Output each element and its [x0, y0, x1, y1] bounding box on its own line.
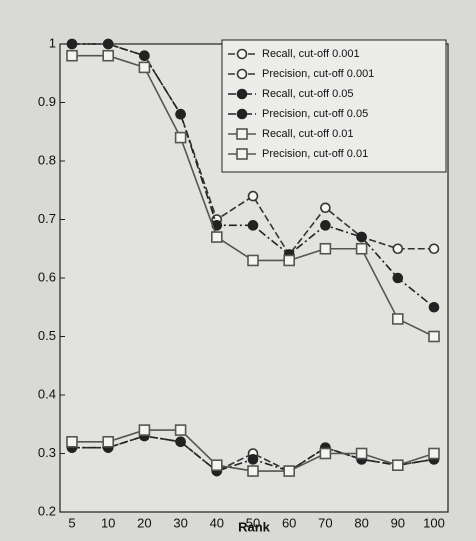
marker [211, 459, 223, 472]
marker [175, 436, 186, 448]
marker [175, 108, 186, 120]
marker [283, 254, 296, 267]
marker [236, 88, 248, 100]
marker [247, 190, 259, 202]
marker [247, 254, 259, 267]
legend-label: Recall, cut-off 0.01 [262, 128, 354, 140]
y-tick-label: 0.4 [38, 386, 56, 401]
marker [247, 454, 259, 465]
marker [138, 61, 151, 74]
marker [236, 108, 248, 120]
y-tick-label: 0.2 [38, 503, 56, 518]
marker [319, 242, 332, 255]
marker [102, 38, 114, 50]
legend-label: Recall, cut-off 0.001 [262, 48, 360, 60]
x-tick-label: 10 [101, 515, 115, 530]
marker [102, 49, 114, 62]
marker [66, 435, 78, 448]
y-tick-label: 1 [49, 35, 56, 50]
x-tick-label: 100 [423, 515, 445, 530]
y-tick-label: 0.7 [38, 211, 56, 226]
marker [247, 220, 259, 231]
marker [392, 272, 404, 284]
y-tick-label: 0.5 [38, 328, 56, 343]
legend-box [221, 39, 447, 173]
marker [391, 313, 404, 325]
marker [392, 243, 404, 255]
x-tick-label: 70 [318, 515, 332, 530]
legend-label: Precision, cut-off 0.001 [262, 68, 374, 80]
legend-label: Recall, cut-off 0.05 [262, 88, 354, 100]
marker [236, 128, 248, 140]
x-axis-label: Rank [238, 519, 271, 534]
x-tick-label: 80 [354, 515, 368, 530]
x-tick-label: 5 [68, 515, 75, 530]
marker [211, 231, 223, 243]
x-tick-label: 90 [391, 515, 405, 530]
marker [236, 68, 248, 80]
marker [283, 465, 296, 477]
marker [174, 424, 187, 436]
x-tick-label: 60 [282, 515, 296, 530]
marker [355, 447, 368, 460]
marker [319, 447, 332, 460]
y-tick-label: 0.8 [38, 152, 56, 167]
marker [138, 424, 151, 436]
marker [102, 435, 114, 448]
marker [356, 231, 367, 243]
x-tick-label: 20 [137, 515, 151, 530]
y-tick-label: 0.9 [38, 94, 56, 109]
marker [247, 465, 259, 477]
marker [355, 242, 368, 255]
marker [428, 301, 440, 313]
marker [66, 49, 78, 62]
marker [236, 48, 248, 60]
series-line [72, 43, 434, 257]
legend-label: Precision, cut-off 0.01 [262, 148, 368, 160]
legend-label: Precision, cut-off 0.05 [262, 108, 368, 120]
marker [391, 459, 404, 472]
marker [66, 38, 78, 50]
x-tick-label: 30 [173, 515, 187, 530]
x-tick-label: 40 [210, 515, 224, 530]
y-tick-label: 0.3 [38, 445, 56, 460]
marker [428, 330, 440, 343]
y-tick-label: 0.6 [38, 269, 56, 284]
marker [139, 50, 150, 62]
marker [236, 148, 248, 160]
x-tick-label: 50 [246, 515, 260, 530]
marker [428, 243, 440, 255]
marker [428, 447, 440, 460]
marker [174, 131, 187, 144]
legend: Recall, cut-off 0.001 Precision, cut-off … [221, 39, 447, 173]
marker [320, 202, 331, 214]
marker [320, 220, 331, 231]
